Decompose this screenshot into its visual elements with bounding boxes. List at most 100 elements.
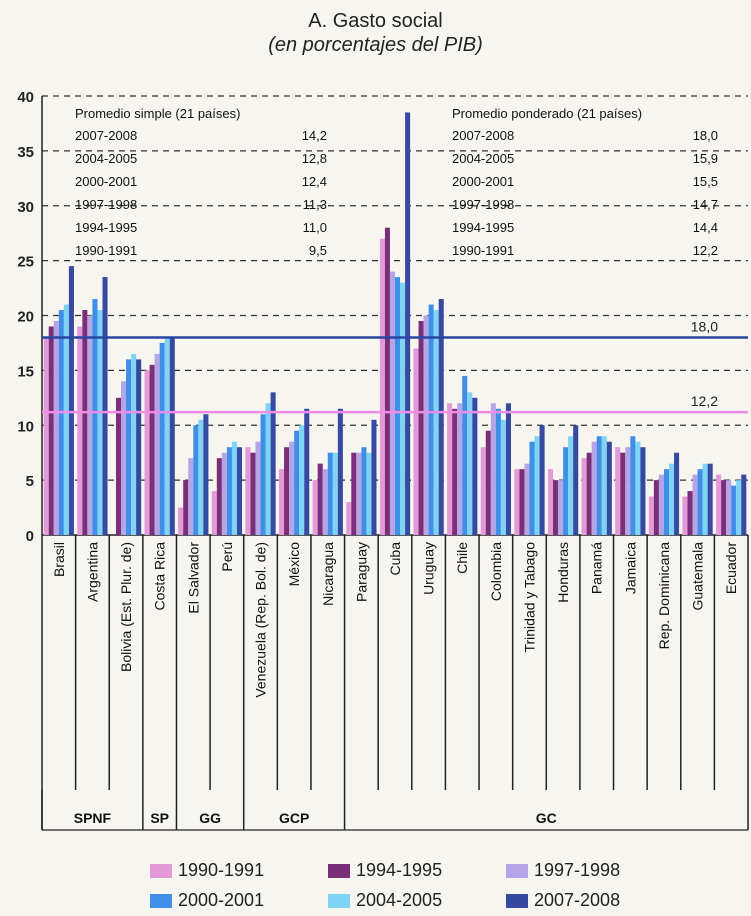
chart-subtitle: (en porcentajes del PIB)	[268, 34, 483, 56]
x-tick-label: México	[286, 542, 302, 587]
y-tick-label: 20	[17, 309, 34, 326]
bar	[490, 403, 496, 535]
bar	[573, 425, 579, 535]
chart-title: A. Gasto social	[308, 10, 443, 32]
bar	[606, 441, 612, 535]
bar	[53, 320, 59, 535]
bar	[553, 480, 559, 535]
bar	[653, 480, 659, 535]
bar	[265, 403, 271, 535]
simple-average-value: 11,0	[303, 220, 327, 235]
bar	[231, 441, 237, 535]
simple-average-value: 9,5	[309, 243, 327, 258]
simple-average-value: 12,4	[302, 174, 327, 189]
bar	[115, 397, 122, 535]
y-tick-label: 30	[17, 199, 34, 216]
group-label: SPNF	[74, 810, 112, 826]
bar	[371, 419, 377, 535]
bar	[668, 463, 675, 535]
bar	[236, 447, 243, 535]
bar	[121, 381, 127, 535]
bar	[485, 430, 491, 535]
bar	[68, 266, 74, 535]
y-tick-label: 15	[17, 363, 34, 380]
bar	[389, 271, 395, 535]
bar	[721, 480, 727, 535]
bar	[289, 441, 295, 535]
bar	[97, 310, 103, 535]
simple-average-period: 2000-2001	[75, 174, 137, 189]
bar	[423, 315, 429, 535]
weighted-average-value: 18,0	[693, 128, 718, 143]
bar	[312, 480, 318, 535]
simple-average-period: 1990-1991	[75, 243, 137, 258]
bar	[707, 463, 713, 535]
legend-label: 2007-2008	[534, 890, 621, 910]
bar	[601, 436, 607, 535]
x-tick-label: Costa Rica	[152, 542, 168, 611]
bar	[447, 403, 453, 535]
bar	[77, 326, 83, 535]
bar	[524, 463, 530, 535]
legend-label: 1994-1995	[356, 860, 443, 880]
x-tick-label: Argentina	[84, 542, 100, 602]
x-tick-label: Trinidad y Tabago	[521, 542, 537, 653]
x-tick-label: Rep. Dominicana	[656, 542, 672, 650]
legend-item: 2007-2008	[506, 890, 620, 911]
bar	[558, 480, 564, 535]
bar	[457, 403, 463, 535]
weighted-average-period: 2000-2001	[452, 174, 514, 189]
x-tick-label: Venezuela (Rep. Bol. de)	[253, 542, 269, 698]
bar	[299, 425, 305, 535]
bar	[198, 419, 204, 535]
bar	[351, 452, 357, 535]
simple-average-period: 1997-1998	[75, 197, 137, 212]
bar	[620, 452, 626, 535]
bar	[687, 491, 693, 535]
bar	[384, 227, 390, 535]
weighted-average-value: 12,2	[693, 243, 718, 258]
bar	[462, 375, 468, 535]
bar	[48, 326, 54, 535]
y-tick-label: 0	[26, 528, 34, 545]
bar	[452, 408, 458, 535]
bar	[284, 447, 290, 535]
bar	[615, 447, 621, 535]
bar	[405, 112, 411, 536]
bar	[211, 491, 217, 535]
simple-average-period: 2007-2008	[75, 128, 137, 143]
bar	[203, 414, 209, 535]
bar	[505, 403, 511, 535]
bar	[495, 408, 501, 535]
x-tick-label: Cuba	[387, 542, 403, 576]
x-tick-label: Nicaragua	[320, 542, 336, 606]
bar	[500, 419, 506, 535]
bar	[480, 447, 486, 535]
bar	[43, 337, 49, 535]
x-tick-label: Colombia	[488, 542, 504, 601]
bar	[188, 458, 194, 535]
bar	[547, 469, 554, 535]
weighted-average-period: 2004-2005	[452, 151, 514, 166]
bar	[193, 425, 199, 535]
y-tick-label: 25	[17, 254, 34, 271]
bar	[596, 436, 602, 535]
weighted-average-value: 15,9	[693, 151, 718, 166]
bar	[648, 496, 654, 535]
bar	[716, 474, 722, 535]
legend-swatch	[506, 893, 528, 908]
weighted-average-heading: Promedio ponderado (21 países)	[452, 106, 642, 121]
legend-label: 2004-2005	[356, 890, 443, 910]
bar	[438, 299, 444, 535]
x-tick-label: Bolivia (Est. Plur. de)	[118, 542, 134, 672]
legend-item: 1990-1991	[150, 860, 264, 881]
bar	[418, 320, 424, 535]
bar	[164, 337, 170, 535]
bar	[245, 447, 251, 535]
bar	[514, 469, 520, 535]
bar	[131, 353, 137, 535]
reference-line-label: 12,2	[691, 393, 718, 409]
legend-label: 2000-2001	[178, 890, 265, 910]
bar	[58, 310, 64, 535]
legend-swatch	[328, 863, 350, 878]
